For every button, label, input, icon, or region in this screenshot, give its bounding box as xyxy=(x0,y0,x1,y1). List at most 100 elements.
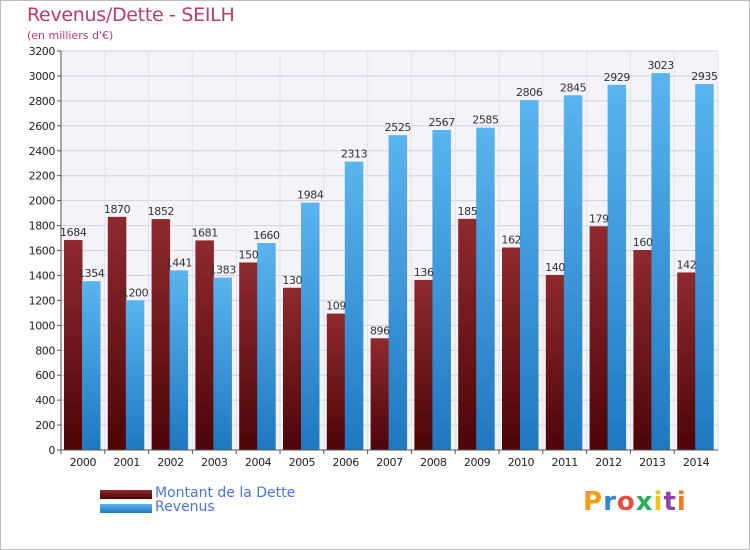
x-tick-label: 2008 xyxy=(420,456,447,469)
data-label-debt: 185 xyxy=(458,205,478,218)
bar-revenue xyxy=(476,127,495,451)
x-tick-label: 2006 xyxy=(332,456,359,469)
y-tick-label: 0 xyxy=(48,444,55,457)
y-tick-label: 1800 xyxy=(29,220,56,233)
y-tick-label: 1400 xyxy=(29,269,56,282)
chart-subtitle: (en milliers d'€) xyxy=(27,29,114,42)
legend-swatch-revenue xyxy=(100,504,152,513)
x-tick-label: 2000 xyxy=(70,456,97,469)
proxiti-logo: Proxiti xyxy=(583,487,687,517)
x-tick-label: 2003 xyxy=(201,456,228,469)
y-tick-label: 2200 xyxy=(29,170,56,183)
bar-debt xyxy=(239,262,258,450)
x-tick-label: 2007 xyxy=(376,456,403,469)
y-tick-label: 1000 xyxy=(29,319,56,332)
data-label-revenue: 2935 xyxy=(691,70,718,83)
y-tick-label: 600 xyxy=(35,369,55,382)
bar-debt xyxy=(195,240,214,450)
y-tick-label: 3000 xyxy=(29,70,56,83)
x-tick-label: 2014 xyxy=(683,456,710,469)
data-label-revenue: 1383 xyxy=(209,264,236,277)
data-label-revenue: 1984 xyxy=(297,189,324,202)
legend-item-revenue: Revenus xyxy=(100,499,400,515)
logo-letter: i xyxy=(676,487,687,517)
bar-debt xyxy=(633,250,652,450)
bars xyxy=(64,73,714,451)
bar-revenue xyxy=(651,73,670,450)
logo-letter: o xyxy=(616,487,636,517)
data-label-revenue: 1441 xyxy=(166,256,192,269)
bar-revenue xyxy=(82,281,101,450)
x-tick-label: 2011 xyxy=(551,456,577,469)
y-tick-label: 2000 xyxy=(29,195,56,208)
bar-revenue xyxy=(344,161,364,450)
x-tick-label: 2001 xyxy=(113,456,139,469)
data-label-debt: 162 xyxy=(501,234,521,247)
data-label-debt: 160 xyxy=(633,236,653,249)
data-label-debt: 130 xyxy=(282,274,302,287)
bar-debt xyxy=(589,226,609,450)
bar-revenue xyxy=(388,135,408,450)
bar-debt xyxy=(370,338,390,450)
data-label-revenue: 3023 xyxy=(647,59,674,72)
axes: 0 200 400 600 800 1000 1200 1400 1600 1800 2000 220… xyxy=(29,45,718,469)
bar-debt xyxy=(545,274,565,450)
chart-title: Revenus/Dette - SEILH xyxy=(27,4,235,26)
bar-revenue xyxy=(520,100,539,450)
data-label-revenue: 1354 xyxy=(78,267,105,280)
data-label-debt: 896 xyxy=(370,324,390,337)
legend-swatch-debt xyxy=(100,490,152,499)
data-label-revenue: 2845 xyxy=(560,81,587,94)
data-label-debt: 109 xyxy=(326,300,346,313)
data-labels: 1684 1870 1852 1681 150 130 109 896 136 185 162 140… xyxy=(60,59,718,337)
logo-letter: t xyxy=(663,487,677,517)
x-tick-label: 2010 xyxy=(508,456,535,469)
bar-revenue xyxy=(125,300,145,450)
x-tick-label: 2002 xyxy=(157,456,183,469)
x-tick-label: 2004 xyxy=(245,456,272,469)
data-label-revenue: 2567 xyxy=(428,116,455,129)
bar-revenue xyxy=(432,129,451,450)
legend-label-debt: Montant de la Dette xyxy=(155,485,296,501)
y-tick-label: 2600 xyxy=(29,120,56,133)
y-tick-label: 400 xyxy=(35,394,55,407)
data-label-revenue: 2585 xyxy=(472,114,499,127)
bar-debt xyxy=(677,272,696,450)
x-tick-label: 2009 xyxy=(464,456,491,469)
x-tick-label: 2013 xyxy=(639,456,666,469)
bar-debt xyxy=(64,240,83,450)
logo-letter: P xyxy=(583,487,604,517)
y-tick-label: 1600 xyxy=(29,245,56,258)
bar-debt xyxy=(326,313,346,450)
bar-debt xyxy=(502,247,521,450)
data-label-debt: 1852 xyxy=(148,205,174,218)
bar-revenue xyxy=(169,270,189,450)
y-tick-label: 200 xyxy=(35,419,55,432)
bar-revenue xyxy=(607,84,627,450)
data-label-debt: 1870 xyxy=(104,203,131,216)
x-tick-label: 2005 xyxy=(289,456,316,469)
bar-debt xyxy=(107,216,127,450)
data-label-revenue: 2525 xyxy=(385,121,412,134)
y-tick-label: 2400 xyxy=(29,145,56,158)
legend-item-debt: Montant de la Dette xyxy=(100,485,400,501)
data-label-revenue: 2313 xyxy=(341,148,368,161)
bar-debt xyxy=(458,218,477,450)
logo-letter: i xyxy=(653,487,664,517)
y-tick-label: 3200 xyxy=(29,45,56,58)
bar-revenue xyxy=(213,277,232,450)
y-tick-label: 1200 xyxy=(29,294,56,307)
bar-debt xyxy=(151,219,171,450)
bar-debt xyxy=(414,279,433,450)
data-label-debt: 142 xyxy=(677,258,697,271)
data-label-revenue: 1200 xyxy=(122,286,149,299)
data-label-debt: 179 xyxy=(589,212,609,225)
data-label-debt: 136 xyxy=(414,266,434,279)
bar-revenue xyxy=(695,84,714,451)
legend-label-revenue: Revenus xyxy=(155,499,215,515)
bar-debt xyxy=(283,287,302,450)
bar-revenue xyxy=(563,95,583,450)
data-label-revenue: 2806 xyxy=(516,86,543,99)
logo-letter: x xyxy=(635,487,654,517)
